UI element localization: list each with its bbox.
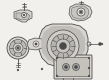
- Circle shape: [62, 64, 70, 70]
- Circle shape: [56, 57, 58, 59]
- Circle shape: [17, 47, 19, 49]
- Circle shape: [65, 66, 67, 68]
- Circle shape: [79, 10, 83, 14]
- Circle shape: [35, 43, 37, 45]
- FancyBboxPatch shape: [56, 58, 89, 76]
- Circle shape: [9, 40, 26, 56]
- Circle shape: [23, 14, 25, 16]
- Polygon shape: [16, 13, 30, 20]
- Circle shape: [15, 46, 20, 50]
- Circle shape: [88, 57, 90, 59]
- Circle shape: [21, 12, 26, 18]
- Circle shape: [33, 41, 39, 47]
- Circle shape: [56, 75, 58, 77]
- Circle shape: [51, 34, 75, 58]
- Polygon shape: [41, 26, 85, 64]
- Circle shape: [99, 42, 101, 46]
- Circle shape: [13, 43, 23, 53]
- Circle shape: [47, 30, 79, 62]
- Circle shape: [88, 75, 90, 77]
- Circle shape: [60, 42, 66, 50]
- Circle shape: [77, 8, 85, 16]
- Circle shape: [72, 64, 79, 70]
- Polygon shape: [14, 10, 32, 22]
- FancyBboxPatch shape: [54, 55, 92, 79]
- Circle shape: [101, 43, 103, 45]
- Circle shape: [80, 11, 82, 13]
- Polygon shape: [71, 6, 89, 19]
- Circle shape: [41, 68, 43, 70]
- Polygon shape: [69, 4, 92, 21]
- Circle shape: [88, 67, 90, 69]
- Circle shape: [87, 42, 91, 46]
- Circle shape: [74, 66, 77, 68]
- Circle shape: [7, 37, 29, 59]
- Circle shape: [17, 69, 19, 71]
- Polygon shape: [27, 38, 44, 50]
- Polygon shape: [39, 24, 88, 67]
- Circle shape: [56, 39, 70, 53]
